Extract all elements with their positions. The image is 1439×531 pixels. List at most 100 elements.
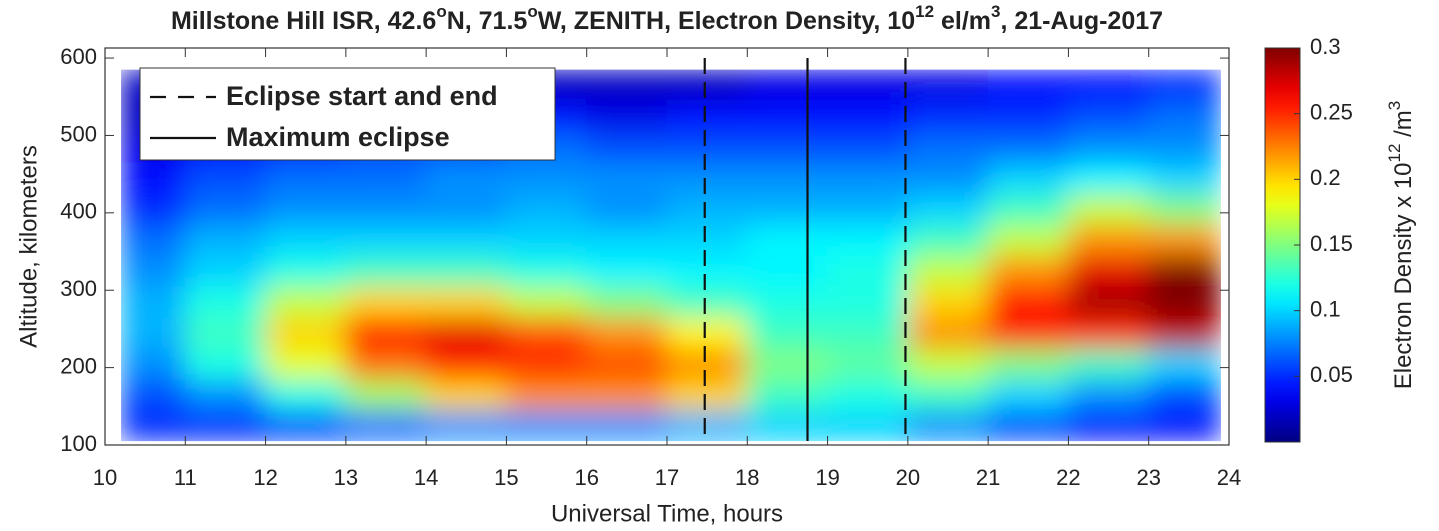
heat-cell [827, 223, 909, 256]
heat-cell [827, 254, 909, 287]
heat-cell [505, 192, 588, 225]
text-part: W, ZENITH, Electron Density, 10 [538, 7, 915, 35]
superscript: o [436, 2, 446, 21]
heat-cell [746, 223, 829, 256]
heat-cell [1148, 100, 1221, 133]
heat-cell [184, 162, 267, 194]
x-tick-label: 22 [1056, 465, 1080, 490]
heat-cell [746, 162, 829, 194]
heat-cell [907, 69, 989, 102]
heat-cell [1067, 131, 1150, 164]
heat-cell [345, 192, 427, 225]
heat-cell [907, 254, 989, 287]
heat-cell [827, 347, 909, 380]
heat-cell [987, 162, 1069, 194]
legend-box [139, 67, 556, 161]
heat-cell [265, 285, 347, 318]
heat-cell [265, 162, 347, 194]
heat-cell [425, 223, 507, 256]
heat-cell [1148, 254, 1221, 287]
heat-cell [184, 347, 267, 380]
legend-label: Maximum eclipse [226, 122, 450, 152]
heat-cell [666, 254, 748, 287]
x-tick-label: 15 [494, 465, 518, 490]
x-tick-label: 12 [253, 465, 277, 490]
heat-cell [586, 378, 668, 411]
heat-cell [1148, 347, 1221, 380]
heat-cell [345, 162, 427, 194]
heat-cell [345, 254, 427, 287]
heat-cell [827, 100, 909, 133]
heat-cell [586, 409, 668, 442]
heat-cell [121, 162, 186, 194]
chart-title: Millstone Hill ISR, 42.6oN, 71.5oW, ZENI… [171, 2, 1163, 35]
colorbar-tick-label: 0.2 [1310, 165, 1341, 190]
heat-cell [987, 131, 1069, 164]
colorbar-label: Electron Density x 1012 /m3 [1385, 101, 1417, 390]
heat-cell [907, 100, 989, 133]
heat-cell [505, 316, 588, 349]
heat-cell [265, 347, 347, 380]
heat-cell [1148, 285, 1221, 318]
heat-cell [184, 378, 267, 411]
superscript: o [527, 2, 537, 21]
heat-cell [1067, 378, 1150, 411]
heat-cell [425, 347, 507, 380]
heat-cell [746, 69, 829, 102]
heat-cell [586, 285, 668, 318]
heat-cell [121, 223, 186, 256]
heat-cell [987, 223, 1069, 256]
heat-cell [907, 192, 989, 225]
y-tick-label: 100 [60, 431, 97, 456]
heat-cell [1067, 285, 1150, 318]
heat-cell [1067, 347, 1150, 380]
x-tick-label: 18 [735, 465, 759, 490]
heat-cell [907, 162, 989, 194]
heat-cell [1067, 316, 1150, 349]
heat-cell [265, 254, 347, 287]
heat-cell [121, 409, 186, 442]
heat-cell [505, 347, 588, 380]
x-tick-label: 14 [414, 465, 438, 490]
heat-cell [746, 347, 829, 380]
heat-cell [265, 409, 347, 442]
heat-cell [666, 409, 748, 442]
heat-cell [1148, 192, 1221, 225]
heat-cell [987, 316, 1069, 349]
heat-cell [345, 409, 427, 442]
text-part: el/m [934, 7, 991, 35]
heat-cell [827, 285, 909, 318]
heat-cell [987, 409, 1069, 442]
legend-label: Eclipse start and end [226, 81, 498, 111]
heat-cell [586, 192, 668, 225]
heat-cell [505, 162, 588, 194]
heat-cell [666, 131, 748, 164]
heat-cell [746, 316, 829, 349]
heat-cell [1067, 100, 1150, 133]
heat-cell [345, 223, 427, 256]
text-part: Electron Density x 10 [1390, 162, 1417, 389]
heat-cell [666, 192, 748, 225]
heat-cell [184, 409, 267, 442]
heat-cell [586, 69, 668, 102]
heat-cell [425, 378, 507, 411]
text-part: /m [1390, 110, 1417, 143]
heat-cell [505, 254, 588, 287]
heat-cell [907, 316, 989, 349]
heat-cell [827, 192, 909, 225]
heat-cell [1067, 192, 1150, 225]
x-tick-label: 11 [174, 465, 197, 490]
heat-cell [987, 285, 1069, 318]
text-part: N, 71.5 [447, 7, 528, 35]
heat-cell [666, 223, 748, 256]
heatmap [121, 69, 1221, 442]
heat-cell [746, 100, 829, 133]
heat-cell [666, 100, 748, 133]
heat-cell [827, 316, 909, 349]
colorbar-tick-label: 0.3 [1310, 34, 1341, 59]
superscript: 12 [1385, 144, 1404, 163]
heat-cell [586, 162, 668, 194]
heat-cell [1148, 378, 1221, 411]
